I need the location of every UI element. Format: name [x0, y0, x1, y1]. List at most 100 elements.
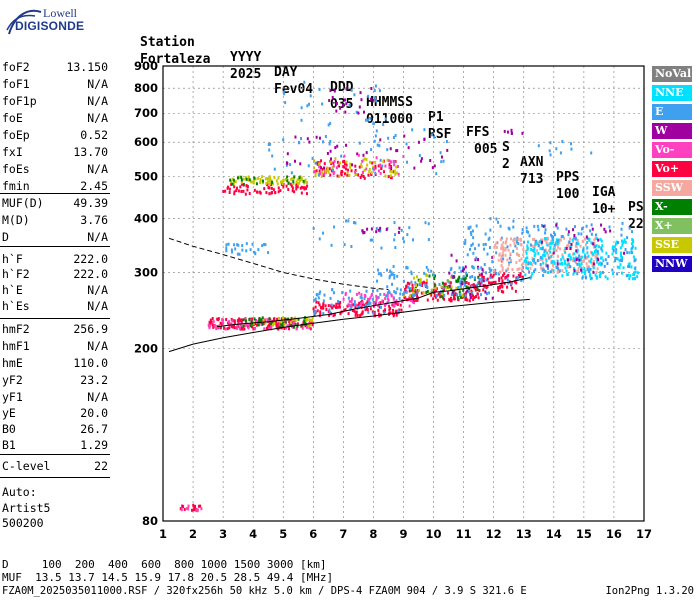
echo-point — [432, 297, 435, 301]
echo-point — [505, 237, 508, 241]
echo-point — [392, 159, 395, 163]
echo-point — [367, 173, 370, 177]
echo-point — [364, 294, 367, 298]
echo-point — [350, 303, 353, 307]
echo-point — [518, 267, 521, 271]
echo-point — [219, 325, 222, 329]
echo-point — [634, 258, 637, 262]
param-key: yE — [2, 406, 16, 420]
echo-point — [268, 327, 271, 331]
echo-point — [469, 296, 472, 300]
echo-point — [374, 160, 377, 164]
footer-file-info: FZA0M_2025035011000.RSF / 320fx256h 50 k… — [2, 585, 527, 597]
echo-point — [360, 312, 363, 316]
echo-point — [277, 190, 280, 194]
echo-point — [501, 279, 504, 283]
echo-point — [556, 259, 559, 263]
echo-point — [265, 326, 268, 330]
echo-point — [209, 318, 212, 322]
echo-point — [579, 244, 582, 248]
echo-point — [217, 317, 220, 321]
echo-point — [615, 241, 618, 245]
echo-point — [339, 312, 342, 316]
echo-point — [230, 248, 233, 252]
echo-point — [584, 269, 587, 273]
echo-point — [534, 239, 537, 243]
echo-point — [492, 280, 495, 284]
echo-point — [368, 170, 371, 174]
echo-point — [268, 179, 271, 183]
echo-point — [233, 180, 236, 184]
echo-point — [472, 294, 475, 298]
echo-point — [581, 259, 584, 263]
echo-point — [512, 225, 515, 229]
echo-point — [379, 158, 382, 162]
echo-point — [322, 231, 325, 235]
echo-point — [491, 275, 494, 279]
echo-point — [373, 89, 376, 93]
echo-point — [559, 238, 562, 242]
echo-point — [630, 265, 633, 269]
echo-point — [281, 182, 284, 186]
echo-point — [545, 240, 548, 244]
echo-point — [550, 261, 553, 265]
echo-point — [503, 129, 506, 133]
echo-point — [349, 289, 352, 293]
echo-point — [224, 327, 227, 331]
echo-point — [611, 246, 614, 250]
echo-point — [566, 263, 569, 267]
echo-point — [321, 171, 324, 175]
echo-point — [250, 320, 253, 324]
echo-point — [439, 151, 442, 155]
echo-point — [328, 313, 331, 317]
echo-point — [412, 291, 415, 295]
echo-point — [357, 111, 360, 115]
echo-point — [501, 266, 504, 270]
echo-point — [254, 322, 257, 326]
echo-point — [416, 298, 419, 302]
echo-point — [452, 297, 455, 301]
echo-point — [225, 246, 228, 250]
echo-point — [282, 178, 285, 182]
echo-point — [520, 257, 523, 261]
logo-main-text: DIGISONDE — [15, 19, 85, 33]
echo-point — [359, 305, 362, 309]
echo-point — [574, 236, 577, 240]
echo-point — [539, 257, 542, 261]
echo-point — [183, 507, 186, 511]
echo-point — [440, 285, 443, 289]
param-key: M(D) — [2, 213, 30, 227]
echo-point — [514, 289, 517, 293]
echo-point — [448, 298, 451, 302]
echo-point — [422, 280, 425, 284]
echo-point — [254, 177, 257, 181]
echo-point — [291, 186, 294, 190]
echo-point — [267, 177, 270, 181]
echo-point — [491, 281, 494, 285]
echo-point — [553, 260, 556, 264]
echo-point — [349, 304, 352, 308]
echo-point — [492, 255, 495, 259]
echo-point — [466, 298, 469, 302]
echo-point — [382, 123, 385, 127]
param-value: N/A — [87, 94, 108, 108]
echo-point — [207, 323, 210, 327]
echo-point — [513, 280, 516, 284]
echo-point — [498, 279, 501, 283]
echo-point — [552, 263, 555, 267]
echo-point — [481, 275, 484, 279]
echo-point — [500, 257, 503, 261]
echo-point — [332, 172, 335, 176]
echo-point — [288, 323, 291, 327]
echo-point — [592, 252, 595, 256]
echo-point — [627, 264, 630, 268]
echo-point — [526, 248, 529, 252]
echo-point — [531, 272, 534, 276]
echo-point — [312, 226, 315, 230]
echo-point — [244, 192, 247, 196]
panel-divider — [0, 193, 110, 194]
echo-point — [442, 286, 445, 290]
echo-point — [531, 263, 534, 267]
auto-code: 500200 — [2, 516, 44, 530]
echo-point — [415, 275, 418, 279]
